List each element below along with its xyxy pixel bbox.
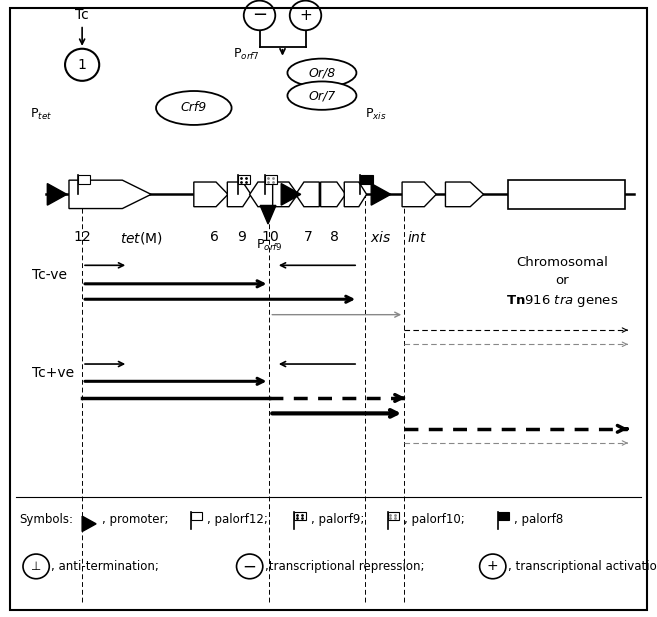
Text: $\mathit{6}$: $\mathit{6}$ [208, 230, 219, 244]
Bar [498, 511, 509, 520]
Text: ,transcriptional repression;: ,transcriptional repression; [265, 560, 424, 573]
Text: , palorf9;: , palorf9; [311, 513, 364, 526]
Text: Or/7: Or/7 [308, 89, 336, 102]
Bar [360, 175, 373, 184]
Polygon shape [344, 182, 367, 207]
Text: $\mathit{tet}$(M): $\mathit{tet}$(M) [120, 230, 163, 246]
Text: 1: 1 [78, 58, 87, 72]
Circle shape [237, 554, 263, 579]
Text: Or/8: Or/8 [308, 66, 336, 80]
Bar [238, 175, 250, 184]
Text: +: + [487, 560, 499, 573]
Text: Tc: Tc [76, 7, 89, 22]
Circle shape [23, 554, 49, 579]
Polygon shape [281, 184, 301, 205]
Polygon shape [47, 184, 67, 205]
Text: −: − [252, 6, 267, 25]
Polygon shape [371, 184, 391, 205]
Text: Chromosomal
or
$\mathbf{Tn}$$\mathit{916}$ $\mathit{tra}$ genes: Chromosomal or $\mathbf{Tn}$$\mathit{916… [506, 256, 618, 308]
Text: $\mathit{xis}$: $\mathit{xis}$ [371, 230, 392, 245]
Polygon shape [296, 182, 319, 207]
Text: Tc-ve: Tc-ve [32, 268, 66, 281]
Polygon shape [445, 182, 484, 207]
Text: , palorf8: , palorf8 [514, 513, 564, 526]
Circle shape [480, 554, 506, 579]
Polygon shape [69, 180, 151, 209]
Text: , promoter;: , promoter; [102, 513, 168, 526]
Polygon shape [194, 182, 228, 207]
Polygon shape [227, 182, 251, 207]
Bar [191, 511, 202, 520]
Text: +: + [299, 8, 312, 23]
Ellipse shape [288, 81, 356, 110]
Text: P$_{\mathit{tet}}$: P$_{\mathit{tet}}$ [30, 107, 53, 122]
Bar [388, 511, 399, 520]
Text: ⊥: ⊥ [31, 560, 41, 573]
Text: $\mathit{9}$: $\mathit{9}$ [237, 230, 247, 244]
Polygon shape [273, 182, 298, 207]
Polygon shape [402, 182, 436, 207]
Text: P$_{\mathit{orf7}}$: P$_{\mathit{orf7}}$ [233, 47, 260, 62]
Polygon shape [82, 516, 96, 532]
Text: $\mathit{int}$: $\mathit{int}$ [407, 230, 428, 245]
Circle shape [65, 49, 99, 81]
Circle shape [244, 1, 275, 30]
Text: Tc+ve: Tc+ve [32, 366, 74, 380]
Text: Crf9: Crf9 [181, 101, 207, 115]
Text: $\mathit{8}$: $\mathit{8}$ [328, 230, 339, 244]
Text: Symbols:: Symbols: [20, 513, 74, 526]
Circle shape [290, 1, 321, 30]
Bar [78, 175, 90, 184]
Polygon shape [250, 182, 273, 207]
Bar [508, 180, 625, 209]
Polygon shape [260, 205, 276, 224]
Bar [294, 511, 306, 520]
Text: , palorf10;: , palorf10; [404, 513, 464, 526]
Text: −: − [242, 557, 257, 576]
Text: P$_{\mathit{orf9}}$: P$_{\mathit{orf9}}$ [256, 238, 283, 252]
Bar [265, 175, 277, 184]
Text: $\mathit{12}$: $\mathit{12}$ [73, 230, 91, 244]
Text: , transcriptional activation: , transcriptional activation [508, 560, 657, 573]
Text: P$_{\mathit{xis}}$: P$_{\mathit{xis}}$ [365, 107, 386, 122]
Ellipse shape [288, 59, 356, 87]
Text: , palorf12;: , palorf12; [207, 513, 268, 526]
Polygon shape [321, 182, 346, 207]
Ellipse shape [156, 91, 231, 125]
Text: $\mathit{10}$: $\mathit{10}$ [261, 230, 280, 244]
Text: , anti-termination;: , anti-termination; [51, 560, 159, 573]
Text: $\mathit{7}$: $\mathit{7}$ [303, 230, 312, 244]
